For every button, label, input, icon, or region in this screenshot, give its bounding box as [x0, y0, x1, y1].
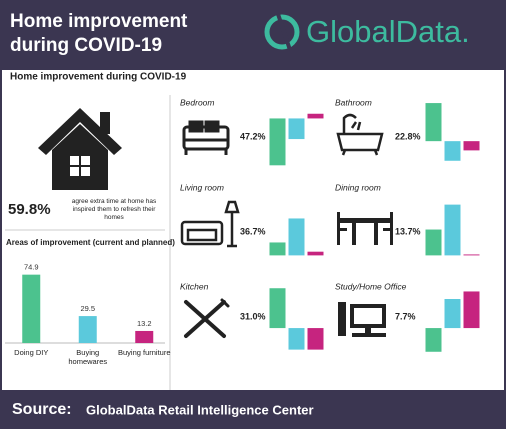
sofa-icon [180, 200, 240, 248]
chart-title: Living room [180, 182, 224, 192]
bar [444, 299, 461, 329]
bed-icon [182, 120, 230, 155]
cutlery-icon [184, 298, 230, 338]
chart-title: Dining room [335, 182, 381, 192]
bar [463, 141, 480, 151]
bar [425, 328, 442, 352]
percent-label: 31.0% [240, 311, 266, 321]
bar [463, 254, 480, 256]
subtitle: Home improvement during COVID-19 [10, 72, 187, 83]
header-bg [0, 0, 506, 68]
percent-label: 22.8% [395, 131, 421, 141]
source-text: GlobalData Retail Intelligence Center [86, 402, 314, 417]
value-label: 74.9 [24, 263, 39, 272]
bar [78, 316, 97, 343]
bar [307, 251, 324, 256]
bar [269, 118, 286, 166]
category-label: Buying furniture [117, 348, 171, 357]
percent-label: 13.7% [395, 226, 421, 236]
bar [135, 330, 154, 343]
bar [288, 118, 305, 140]
category-label: Doing DIY [14, 348, 49, 357]
stat-text: agree extra time at home has inspired th… [71, 198, 157, 221]
bar [288, 218, 305, 256]
bath-icon [336, 113, 384, 156]
chart-title: Bathroom [335, 97, 372, 107]
header-title: Home improvement during COVID-19 [10, 11, 188, 56]
bar [269, 242, 286, 256]
stat-value: 59.8% [8, 201, 51, 218]
chart-title: Kitchen [180, 281, 209, 291]
computer-icon [338, 302, 386, 337]
bar [444, 141, 461, 161]
bar [269, 288, 286, 329]
panel-border [0, 66, 506, 394]
source-label: Source: [12, 401, 72, 418]
chart-title: Areas of improvement (current and planne… [6, 238, 175, 247]
percent-label: 47.2% [240, 131, 266, 141]
chart-title: Study/Home Office [335, 281, 407, 291]
footer-bg [0, 392, 506, 429]
percent-label: 7.7% [395, 311, 416, 321]
dining-icon [337, 212, 393, 245]
category-label: Buying homewares [68, 348, 108, 366]
bar [444, 204, 461, 256]
value-label: 29.5 [80, 304, 95, 313]
brand-logo [264, 13, 300, 51]
house-icon [38, 108, 122, 190]
value-label: 13.2 [137, 319, 152, 328]
bar [22, 274, 41, 343]
percent-label: 36.7% [240, 226, 266, 236]
bar [463, 291, 480, 329]
bar [307, 328, 324, 350]
bar [425, 229, 442, 256]
bar [307, 113, 324, 119]
bar [425, 103, 442, 142]
bar [288, 328, 305, 350]
chart-title: Bedroom [180, 97, 215, 107]
brand: GlobalData. [306, 14, 470, 49]
